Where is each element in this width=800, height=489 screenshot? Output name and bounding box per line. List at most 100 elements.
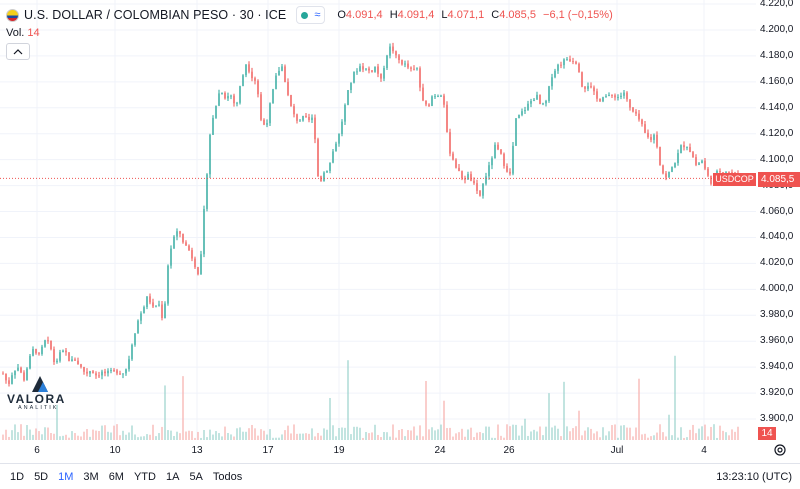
candle-body	[650, 137, 652, 140]
candle	[296, 113, 298, 124]
volume-bar	[578, 410, 580, 440]
candle	[530, 98, 532, 108]
volume-bar	[737, 426, 739, 440]
candle	[602, 96, 604, 103]
candle	[317, 137, 319, 177]
volume-bar	[386, 432, 388, 440]
collapse-legend-button[interactable]	[6, 43, 30, 60]
range-button[interactable]: 5D	[34, 470, 49, 483]
candle-body	[14, 370, 16, 376]
candle-body	[32, 348, 34, 356]
range-button[interactable]: 5A	[189, 470, 203, 483]
candle	[146, 296, 148, 310]
close-value: 4.085,5	[499, 9, 536, 21]
candle-body	[440, 95, 442, 97]
volume-bar	[380, 437, 382, 440]
candle	[236, 101, 238, 107]
candle-body	[560, 64, 562, 66]
volume-bar	[86, 429, 88, 440]
candle-body	[110, 370, 112, 372]
candle-body	[212, 117, 214, 135]
time-tick-label: 6	[34, 445, 40, 456]
volume-bar	[143, 436, 145, 440]
candle-body	[308, 117, 310, 121]
candle	[305, 112, 307, 118]
candle-body	[404, 63, 406, 65]
candle-body	[377, 66, 379, 74]
range-button[interactable]: YTD	[133, 470, 156, 483]
valora-logo-icon	[32, 376, 48, 392]
volume-bar	[452, 436, 454, 440]
candle-body	[101, 371, 103, 376]
range-button[interactable]: 3M	[83, 470, 99, 483]
candle-body	[257, 80, 259, 95]
candle	[707, 167, 709, 178]
range-button[interactable]: 1D	[10, 470, 25, 483]
candle	[128, 355, 130, 372]
candle	[422, 83, 424, 102]
candle	[458, 164, 460, 172]
candle	[431, 95, 433, 107]
candle-body	[407, 63, 409, 68]
current-price-tag: 4.085,5	[758, 172, 800, 187]
price-tick-label: 4.040,0	[760, 231, 794, 243]
candle	[35, 348, 37, 355]
candle	[107, 368, 109, 377]
volume-bar	[527, 435, 529, 440]
candle-body	[410, 67, 412, 69]
candle	[98, 371, 100, 379]
candle	[200, 250, 202, 275]
candle-body	[602, 97, 604, 102]
candle-body	[605, 96, 607, 98]
candle	[101, 369, 103, 380]
price-tick-label: 4.140,0	[760, 101, 794, 113]
volume-bar	[617, 437, 619, 440]
candle-body	[641, 119, 643, 125]
volume-bar	[254, 428, 256, 440]
clock[interactable]: 13:23:10 (UTC)	[716, 471, 792, 483]
candle	[152, 298, 154, 308]
candle	[515, 118, 517, 146]
volume-bar	[308, 433, 310, 440]
gear-icon[interactable]	[773, 443, 787, 457]
volume-bar	[404, 436, 406, 440]
candle	[428, 103, 430, 108]
range-button[interactable]: 6M	[108, 470, 124, 483]
range-button[interactable]: Todos	[212, 470, 243, 483]
volume-bar	[155, 436, 157, 440]
candle-body	[557, 64, 559, 71]
volume-bar	[473, 437, 475, 440]
range-button[interactable]: 1A	[165, 470, 180, 483]
volume-bar	[98, 431, 100, 440]
volume-bar	[230, 434, 232, 440]
candle-body	[614, 95, 616, 98]
volume-bar	[506, 424, 508, 440]
candle-body	[86, 371, 88, 374]
candle	[455, 158, 457, 169]
market-status-badge[interactable]: ≈	[296, 6, 326, 24]
volume-bar	[449, 427, 451, 440]
volume-bar	[176, 431, 178, 440]
candle	[224, 91, 226, 100]
candle	[689, 143, 691, 153]
candle-body	[206, 174, 208, 209]
volume-bar	[557, 428, 559, 440]
candle	[155, 305, 157, 308]
candle-body	[140, 313, 142, 321]
candle-body	[158, 304, 160, 306]
range-button[interactable]: 1M	[58, 470, 74, 483]
open-label: O	[337, 9, 346, 21]
candle	[65, 347, 67, 356]
candle-body	[695, 157, 697, 165]
candle	[167, 264, 169, 306]
symbol-title[interactable]: U.S. DOLLAR / COLOMBIAN PESO · 30 · ICE	[24, 8, 287, 22]
volume-bar	[530, 431, 532, 440]
candle	[359, 63, 361, 72]
candle-body	[581, 72, 583, 87]
candle-body	[59, 352, 61, 361]
volume-bar	[284, 430, 286, 440]
range-selector: 1D 5D 1M 3M 6M YTD 1A 5A Todos	[0, 471, 242, 483]
candle	[158, 300, 160, 307]
